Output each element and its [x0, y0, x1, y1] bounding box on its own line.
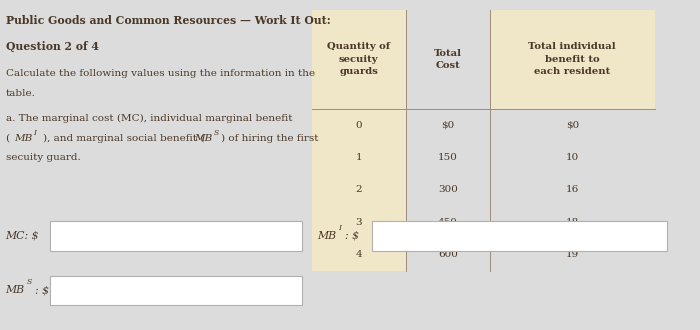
FancyBboxPatch shape: [490, 174, 654, 206]
Text: (: (: [6, 134, 10, 143]
Text: MB: MB: [195, 134, 213, 143]
Text: MB: MB: [317, 231, 336, 241]
Text: 600: 600: [438, 250, 458, 259]
Text: 1: 1: [356, 153, 362, 162]
Text: Calculate the following values using the information in the: Calculate the following values using the…: [6, 69, 315, 78]
FancyBboxPatch shape: [312, 238, 406, 271]
Text: 2: 2: [356, 185, 362, 194]
Text: 450: 450: [438, 217, 458, 227]
Text: $0: $0: [442, 120, 454, 130]
FancyBboxPatch shape: [406, 141, 490, 174]
FancyBboxPatch shape: [406, 238, 490, 271]
FancyBboxPatch shape: [406, 174, 490, 206]
Text: 19: 19: [566, 250, 579, 259]
Text: 18: 18: [566, 217, 579, 227]
Text: Total individual
benefit to
each resident: Total individual benefit to each residen…: [528, 42, 616, 77]
FancyBboxPatch shape: [372, 221, 667, 251]
Text: Total
Cost: Total Cost: [434, 49, 462, 70]
FancyBboxPatch shape: [50, 221, 302, 251]
Text: 0: 0: [356, 120, 362, 130]
FancyBboxPatch shape: [490, 141, 654, 174]
Text: S: S: [214, 129, 220, 137]
Text: MC: $: MC: $: [6, 231, 39, 241]
Text: 4: 4: [356, 250, 362, 259]
Text: secuity guard.: secuity guard.: [6, 153, 80, 162]
Text: Quantity of
secuity
guards: Quantity of secuity guards: [327, 42, 391, 77]
Text: table.: table.: [6, 89, 36, 98]
Text: a. The marginal cost (MC), individual marginal benefit: a. The marginal cost (MC), individual ma…: [6, 114, 292, 123]
Text: : $: : $: [35, 285, 49, 295]
FancyBboxPatch shape: [490, 10, 654, 109]
FancyBboxPatch shape: [312, 174, 406, 206]
Text: 300: 300: [438, 185, 458, 194]
Text: 16: 16: [566, 185, 579, 194]
Text: MB: MB: [14, 134, 32, 143]
Text: Public Goods and Common Resources — Work It Out:: Public Goods and Common Resources — Work…: [6, 15, 330, 26]
FancyBboxPatch shape: [50, 276, 302, 305]
Text: 10: 10: [566, 153, 579, 162]
Text: 150: 150: [438, 153, 458, 162]
Text: 3: 3: [356, 217, 362, 227]
FancyBboxPatch shape: [312, 10, 406, 109]
Text: Question 2 of 4: Question 2 of 4: [6, 41, 99, 52]
Text: MB: MB: [6, 285, 25, 295]
Text: ), and marginal social benefit (: ), and marginal social benefit (: [43, 134, 204, 143]
FancyBboxPatch shape: [312, 141, 406, 174]
FancyBboxPatch shape: [312, 109, 406, 141]
FancyBboxPatch shape: [490, 109, 654, 141]
FancyBboxPatch shape: [406, 206, 490, 238]
Text: I: I: [34, 129, 36, 137]
FancyBboxPatch shape: [312, 206, 406, 238]
Text: I: I: [338, 224, 341, 232]
Text: : $: : $: [345, 231, 359, 241]
FancyBboxPatch shape: [490, 206, 654, 238]
FancyBboxPatch shape: [406, 109, 490, 141]
Text: $0: $0: [566, 120, 579, 130]
FancyBboxPatch shape: [406, 10, 490, 109]
Text: S: S: [27, 278, 32, 286]
FancyBboxPatch shape: [490, 238, 654, 271]
Text: ) of hiring the first: ) of hiring the first: [221, 134, 318, 143]
